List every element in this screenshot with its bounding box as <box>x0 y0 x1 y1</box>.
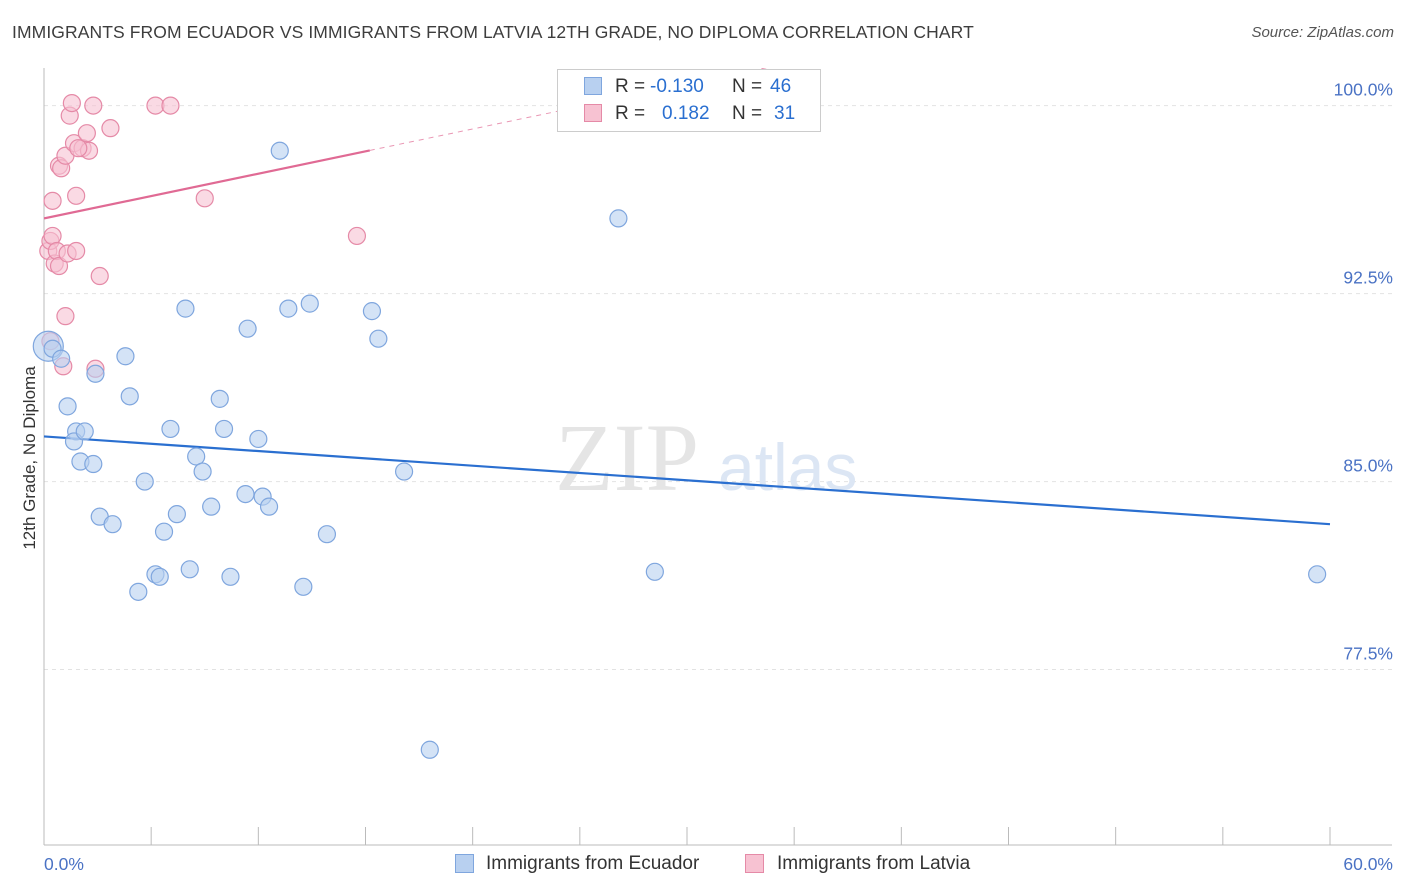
axis-layer <box>43 68 1392 846</box>
latvia-point <box>67 241 86 261</box>
ecuador-point <box>58 397 77 416</box>
ecuador-point <box>120 387 139 406</box>
ecuador-point <box>270 141 289 160</box>
stats-row-ecuador: R = -0.130 N = 46 <box>584 75 814 99</box>
ecuador-point <box>161 419 180 439</box>
watermark-zip: ZIP <box>555 404 699 511</box>
ecuador-point <box>193 462 212 481</box>
ecuador-r-value: -0.130 <box>650 76 704 97</box>
latvia-point <box>84 96 103 115</box>
latvia-swatch <box>584 104 602 122</box>
ecuador-trend-line <box>44 435 1331 526</box>
ecuador-point <box>202 497 221 516</box>
latvia-point <box>347 226 367 246</box>
latvia-point <box>101 119 120 138</box>
y-tick-label: 77.5% <box>1343 644 1393 664</box>
legend-ecuador-swatch <box>455 854 474 873</box>
ecuador-point <box>249 429 268 449</box>
latvia-point <box>43 191 62 210</box>
ecuador-n-label: N = <box>732 76 763 97</box>
ecuador-swatch <box>584 77 602 95</box>
y-tick-label: 100.0% <box>1334 80 1393 100</box>
ecuador-n-value: 46 <box>770 76 792 97</box>
watermark: ZIP atlas <box>555 404 857 511</box>
latvia-n-value: 31 <box>774 103 796 124</box>
latvia-point <box>62 93 81 113</box>
ecuador-point <box>300 294 319 313</box>
ecuador-point <box>210 389 229 408</box>
ecuador-r-label: R = <box>615 76 646 97</box>
legend-latvia-swatch <box>745 854 764 873</box>
latvia-trend-extension <box>369 68 768 151</box>
tick-label-layer: 77.5% 85.0% 92.5% 100.0% 0.0% 60.0% <box>44 80 1393 874</box>
latvia-r-value: 0.182 <box>662 103 710 124</box>
ecuador-point <box>150 567 169 586</box>
ecuador-point <box>75 422 94 441</box>
ecuador-point <box>362 302 382 321</box>
latvia-trend-line <box>44 149 371 220</box>
latvia-point <box>69 139 88 158</box>
latvia-point <box>77 124 96 143</box>
ecuador-point <box>180 560 199 579</box>
ecuador-point <box>214 419 234 439</box>
y-tick-label: 92.5% <box>1343 268 1393 288</box>
ecuador-point <box>167 505 186 524</box>
ecuador-point <box>279 299 298 318</box>
x-tick-label: 60.0% <box>1343 854 1393 874</box>
ecuador-point <box>394 462 414 481</box>
latvia-n-label: N = <box>732 103 763 124</box>
grid-layer <box>44 105 1392 671</box>
ecuador-point <box>176 299 195 318</box>
latvia-r-label: R = <box>615 103 646 124</box>
y-tick-label: 85.0% <box>1343 456 1393 476</box>
x-tick-label: 0.0% <box>44 854 84 874</box>
ecuador-point <box>317 525 337 544</box>
ecuador-point <box>116 347 135 366</box>
series-legend: Immigrants from Ecuador Immigrants from … <box>455 852 1015 878</box>
point-layer <box>32 93 1327 759</box>
ecuador-point <box>294 577 313 596</box>
y-axis-label: 12th Grade, No Diploma <box>20 366 39 550</box>
chart-title: IMMIGRANTS FROM ECUADOR VS IMMIGRANTS FR… <box>12 22 974 42</box>
latvia-point <box>195 189 214 208</box>
ecuador-point <box>129 582 148 601</box>
latvia-point <box>43 226 62 246</box>
ecuador-point <box>86 364 105 383</box>
ecuador-point <box>84 454 103 474</box>
stats-legend: R = -0.130 N = 46 R = 0.182 N = 31 <box>557 69 821 132</box>
ecuador-point <box>135 472 154 491</box>
ecuador-point <box>236 484 255 504</box>
legend-ecuador-label: Immigrants from Ecuador <box>486 853 700 874</box>
stats-row-latvia: R = 0.182 N = 31 <box>584 102 814 126</box>
latvia-point <box>67 186 86 205</box>
ecuador-point <box>52 349 71 368</box>
ecuador-point <box>259 497 279 516</box>
latvia-point <box>161 96 180 115</box>
ecuador-point <box>238 319 257 338</box>
source-label: Source: ZipAtlas.com <box>1251 24 1394 41</box>
latvia-point <box>49 256 69 276</box>
ecuador-point <box>187 447 206 466</box>
ecuador-point <box>645 562 664 581</box>
ecuador-point <box>420 740 439 759</box>
legend-latvia-label: Immigrants from Latvia <box>777 853 971 874</box>
ecuador-point <box>103 515 122 534</box>
ecuador-point <box>369 329 388 348</box>
latvia-point <box>90 266 109 286</box>
trend-layer <box>44 68 1331 526</box>
ecuador-point <box>154 522 174 541</box>
ecuador-point <box>609 209 628 228</box>
ecuador-point <box>1308 565 1327 584</box>
latvia-point <box>56 307 75 326</box>
watermark-atlas: atlas <box>718 430 857 504</box>
ecuador-point <box>221 567 240 586</box>
